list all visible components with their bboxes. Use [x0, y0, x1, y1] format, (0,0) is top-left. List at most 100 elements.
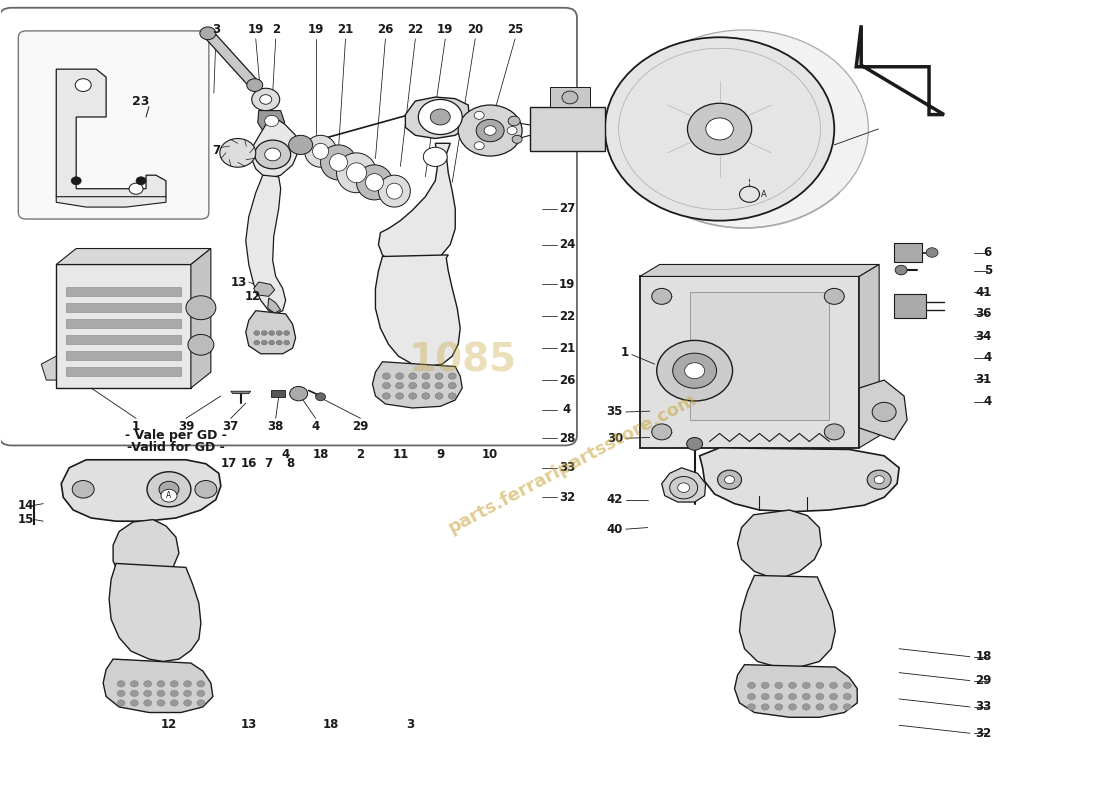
Text: 37: 37 [222, 420, 239, 433]
Text: 25: 25 [507, 22, 524, 36]
Circle shape [316, 393, 326, 401]
Circle shape [276, 340, 283, 345]
Circle shape [774, 682, 783, 689]
Text: 40: 40 [606, 522, 623, 536]
Polygon shape [735, 665, 857, 718]
Text: 5: 5 [983, 264, 992, 278]
Text: 8: 8 [286, 458, 295, 470]
Polygon shape [56, 69, 166, 202]
Circle shape [774, 704, 783, 710]
Circle shape [147, 472, 191, 507]
Text: - Vale per GD -: - Vale per GD - [125, 430, 227, 442]
Circle shape [288, 135, 312, 154]
Text: 27: 27 [559, 202, 575, 215]
Text: 9: 9 [437, 448, 444, 461]
Circle shape [284, 340, 289, 345]
Text: 23: 23 [132, 94, 150, 107]
Circle shape [748, 704, 756, 710]
Circle shape [188, 334, 213, 355]
Circle shape [396, 373, 404, 379]
Text: 30: 30 [607, 432, 623, 445]
Bar [66, 286, 180, 296]
Polygon shape [113, 519, 179, 583]
Circle shape [816, 704, 824, 710]
Circle shape [449, 382, 456, 389]
Circle shape [383, 373, 390, 379]
Circle shape [761, 704, 769, 710]
Circle shape [383, 393, 390, 399]
Polygon shape [640, 265, 879, 277]
Circle shape [170, 681, 178, 687]
Polygon shape [42, 356, 56, 380]
Ellipse shape [305, 135, 337, 167]
Bar [66, 350, 180, 360]
Text: -Valid for GD -: -Valid for GD - [128, 441, 224, 454]
Circle shape [170, 690, 178, 697]
Circle shape [220, 138, 255, 167]
Circle shape [459, 105, 522, 156]
Circle shape [268, 330, 275, 335]
Polygon shape [550, 87, 590, 107]
Bar [66, 318, 180, 328]
Circle shape [620, 30, 868, 228]
Polygon shape [231, 391, 251, 394]
Circle shape [409, 393, 417, 399]
Circle shape [117, 681, 125, 687]
Circle shape [651, 288, 672, 304]
Circle shape [157, 700, 165, 706]
Circle shape [844, 704, 851, 710]
Polygon shape [251, 117, 298, 178]
Circle shape [144, 681, 152, 687]
Circle shape [160, 482, 179, 498]
Polygon shape [859, 265, 879, 448]
Text: 7: 7 [212, 144, 220, 157]
Text: 35: 35 [606, 406, 623, 418]
Bar [66, 334, 180, 344]
Text: 1085: 1085 [408, 341, 516, 379]
Circle shape [72, 177, 81, 185]
Circle shape [396, 393, 404, 399]
Circle shape [824, 424, 845, 440]
Text: 2: 2 [272, 22, 279, 36]
Circle shape [144, 700, 152, 706]
Text: 33: 33 [559, 462, 575, 474]
Polygon shape [530, 107, 605, 151]
Circle shape [117, 690, 125, 697]
Circle shape [383, 382, 390, 389]
Ellipse shape [312, 143, 329, 159]
Circle shape [562, 91, 578, 104]
Circle shape [261, 330, 267, 335]
Circle shape [422, 373, 430, 379]
Circle shape [774, 694, 783, 700]
Text: 17: 17 [221, 458, 236, 470]
Circle shape [131, 700, 139, 706]
Circle shape [678, 483, 690, 493]
Circle shape [673, 353, 716, 388]
Text: 32: 32 [976, 726, 992, 740]
Circle shape [508, 116, 520, 126]
Polygon shape [469, 111, 491, 122]
Circle shape [789, 694, 796, 700]
Circle shape [844, 682, 851, 689]
Circle shape [844, 694, 851, 700]
Polygon shape [103, 659, 213, 713]
FancyBboxPatch shape [19, 31, 209, 219]
Text: 33: 33 [976, 701, 992, 714]
Circle shape [895, 266, 908, 275]
Circle shape [260, 94, 272, 104]
Circle shape [200, 27, 216, 40]
Circle shape [184, 700, 191, 706]
Circle shape [276, 330, 283, 335]
Text: 13: 13 [241, 718, 257, 731]
Ellipse shape [330, 154, 348, 171]
Polygon shape [739, 575, 835, 667]
Ellipse shape [320, 145, 356, 180]
Text: 18: 18 [312, 448, 329, 461]
Text: 32: 32 [559, 490, 575, 504]
Ellipse shape [386, 183, 403, 199]
Circle shape [824, 288, 845, 304]
Circle shape [657, 341, 733, 401]
Circle shape [802, 704, 811, 710]
Polygon shape [56, 249, 211, 265]
Circle shape [157, 681, 165, 687]
